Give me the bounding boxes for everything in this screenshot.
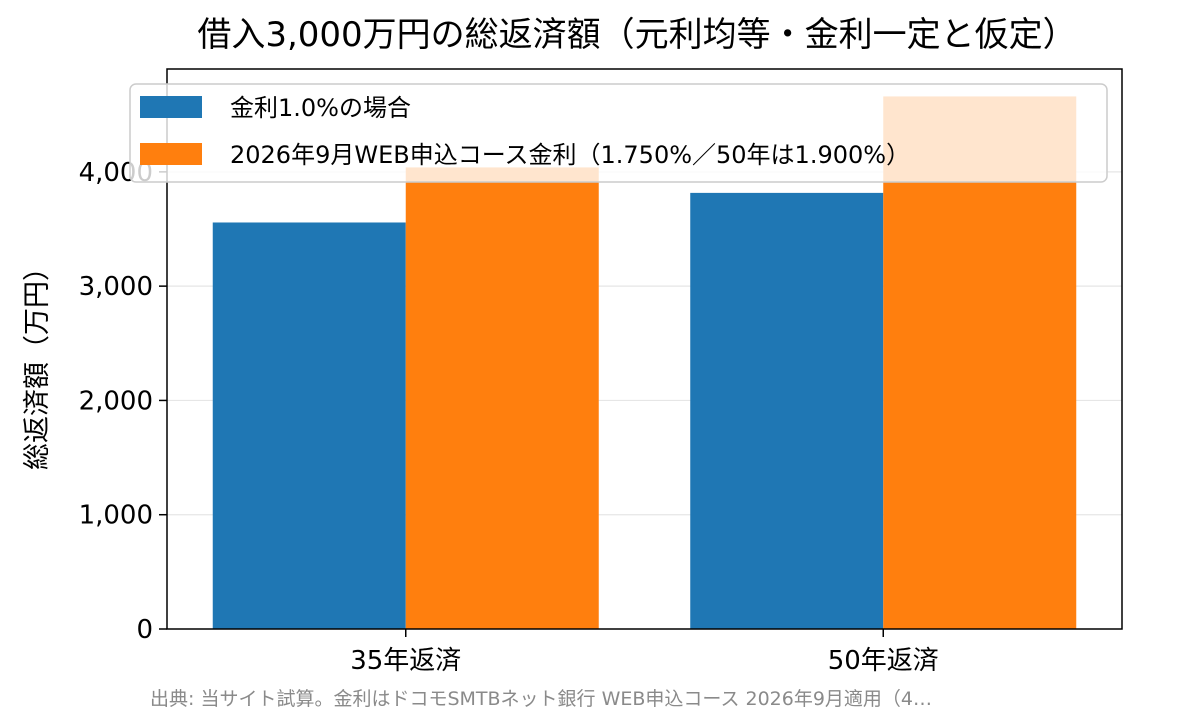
y-tick-label: 3,000 [79, 272, 153, 302]
y-tick-label: 1,000 [79, 501, 153, 531]
x-axis: 35年返済 50年返済 [350, 629, 939, 676]
legend: 金利1.0%の場合 2026年9月WEB申込コース金利（1.750%／50年は1… [129, 83, 1108, 183]
y-tick-label: 2,000 [79, 386, 153, 416]
bars [212, 96, 1077, 629]
legend-label-series-2: 2026年9月WEB申込コース金利（1.750%／50年は1.900%） [230, 141, 910, 169]
bar-1-1 [212, 222, 406, 629]
legend-swatch-series-2 [140, 143, 202, 165]
legend-swatch-series-1 [140, 96, 202, 118]
x-tick-label: 35年返済 [350, 646, 461, 676]
legend-frame [129, 83, 1108, 183]
y-axis-label: 総返済額（万円） [22, 254, 53, 470]
legend-label-series-1: 金利1.0%の場合 [230, 94, 411, 122]
chart-title: 借入3,000万円の総返済額（元利均等・金利一定と仮定） [197, 15, 1076, 55]
bar-1-2 [690, 192, 884, 629]
bar-2-2 [883, 96, 1077, 629]
plot-frame [166, 68, 1123, 630]
y-tick-label: 0 [136, 615, 153, 645]
source-note: 出典: 当サイト試算。金利はドコモSMTBネット銀行 WEB申込コース 2026… [150, 688, 932, 710]
x-tick-label: 50年返済 [828, 646, 939, 676]
bar-2-1 [405, 167, 599, 629]
